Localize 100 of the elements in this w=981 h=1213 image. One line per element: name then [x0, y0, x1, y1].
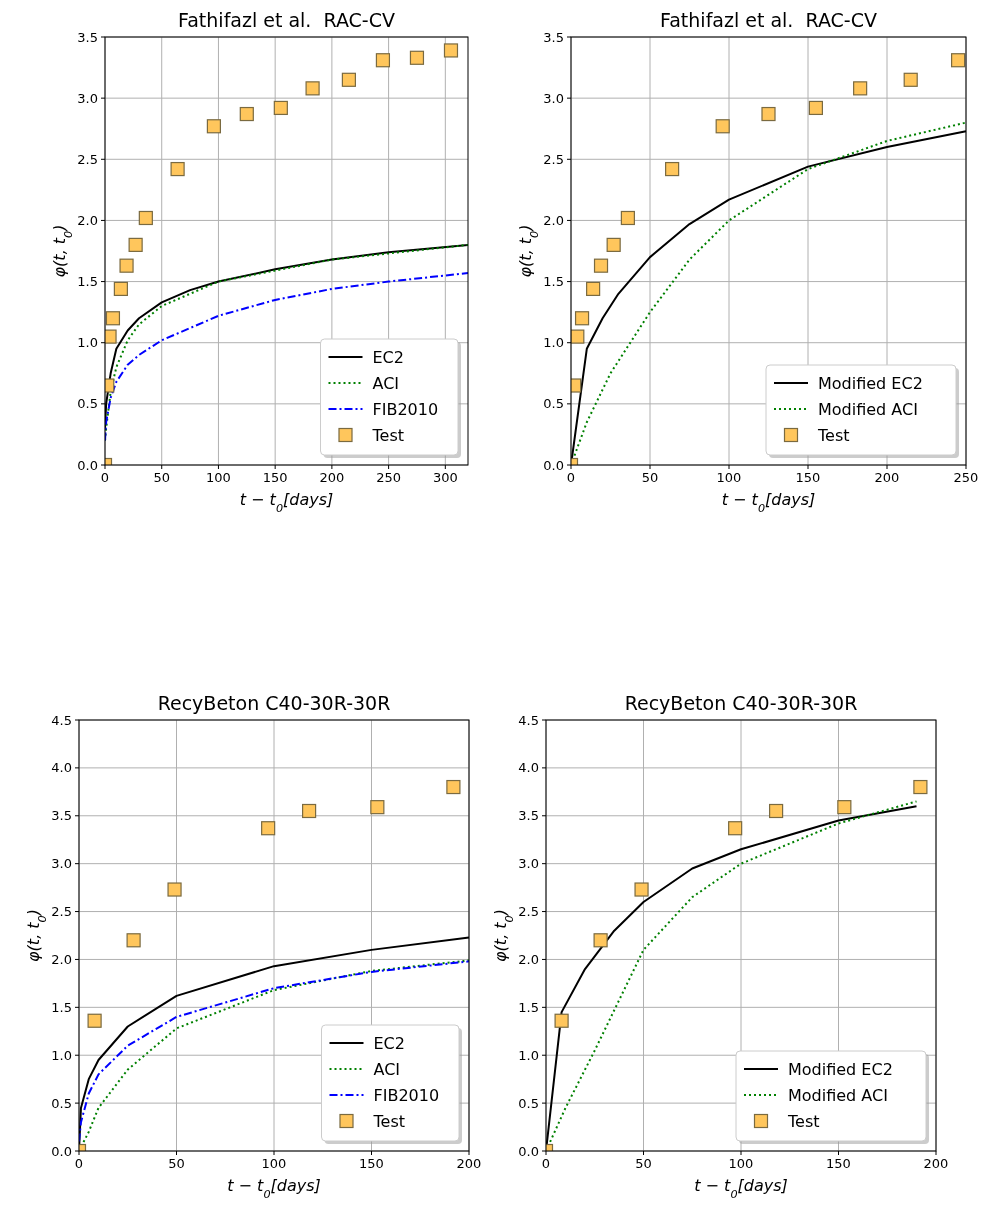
y-tick-label: 2.5 — [77, 151, 98, 167]
x-tick-label: 50 — [168, 1156, 185, 1171]
legend-label: Test — [817, 426, 850, 445]
point — [951, 53, 966, 68]
y-tick-label: 3.5 — [77, 29, 98, 45]
point — [769, 803, 784, 819]
point — [273, 100, 288, 116]
legend-label: Modified ACI — [818, 400, 918, 419]
x-tick-label: 100 — [261, 1156, 287, 1171]
point — [261, 821, 276, 836]
y-tick-label: 2.5 — [51, 904, 72, 920]
legend-label: ACI — [373, 1060, 401, 1079]
x-tick-label: 200 — [923, 1156, 949, 1171]
x-tick-label: 200 — [456, 1156, 482, 1171]
point — [446, 779, 461, 795]
y-tick-label: 4.0 — [51, 760, 72, 776]
x-axis-title: t − t$_{0}$[days] — [721, 490, 816, 515]
point — [409, 50, 425, 65]
y-tick-label: 1.0 — [51, 1047, 72, 1063]
x-tick-label: 150 — [262, 470, 288, 485]
x-axis-title: t − t$_{0}$[days] — [694, 1176, 788, 1201]
point — [853, 81, 868, 96]
point — [761, 106, 776, 122]
point — [239, 106, 254, 122]
y-tick-label: 2.5 — [518, 904, 539, 920]
y-tick-label: 1.0 — [518, 1047, 539, 1063]
y-tick-label: 0.0 — [77, 457, 98, 473]
legend-label: FIB2010 — [373, 1086, 440, 1105]
y-tick-label: 1.5 — [51, 999, 72, 1015]
x-tick-label: 200 — [319, 470, 345, 485]
x-tick-label: 50 — [641, 470, 659, 485]
y-tick-label: 1.5 — [77, 274, 98, 290]
y-tick-label: 3.0 — [77, 90, 98, 106]
legend-label: Modified EC2 — [818, 374, 923, 393]
point — [903, 72, 918, 87]
point — [837, 800, 852, 815]
x-tick-label: 50 — [635, 1156, 652, 1171]
legend-label: EC2 — [372, 348, 404, 367]
y-tick-label: 3.0 — [518, 856, 539, 872]
y-tick-label: 0.5 — [51, 1095, 72, 1111]
y-tick-label: 0.0 — [518, 1143, 539, 1159]
chart-title: RecyBeton C40-30R-30R — [157, 692, 391, 714]
x-tick-label: 0 — [566, 470, 576, 485]
legend-label: Test — [371, 426, 405, 445]
point — [554, 1013, 569, 1028]
point — [138, 210, 153, 226]
x-tick-label: 0 — [74, 1156, 84, 1171]
x-tick-label: 100 — [728, 1156, 754, 1171]
y-tick-label: 4.0 — [518, 760, 539, 776]
point — [206, 119, 221, 134]
y-tick-label: 1.5 — [543, 274, 564, 290]
chart-title: Fathifazl et al. RAC-CV — [178, 9, 395, 31]
point — [574, 311, 590, 326]
y-tick-label: 3.5 — [543, 29, 564, 45]
legend-label: ACI — [372, 374, 400, 393]
point — [119, 258, 134, 273]
point — [571, 329, 585, 344]
legend-label: Modified EC2 — [788, 1060, 893, 1079]
x-tick-label: 0 — [541, 1156, 551, 1171]
chart-title: RecyBeton C40-30R-30R — [624, 692, 858, 714]
x-axis-title: t − t$_{0}$[days] — [239, 490, 334, 515]
point — [715, 119, 730, 134]
y-tick-label: 1.0 — [543, 335, 564, 351]
point — [808, 100, 823, 116]
x-tick-label: 300 — [432, 470, 458, 485]
y-tick-label: 2.0 — [51, 951, 72, 967]
point — [105, 311, 121, 326]
x-tick-label: 100 — [716, 470, 742, 485]
x-tick-label: 250 — [376, 470, 402, 485]
point — [370, 800, 385, 815]
y-tick-label: 2.0 — [543, 212, 564, 228]
y-tick-label: 1.0 — [77, 335, 98, 351]
y-tick-label: 0.0 — [543, 457, 564, 473]
point — [375, 53, 391, 68]
x-axis-title: t − t$_{0}$[days] — [227, 1176, 321, 1201]
point — [128, 237, 143, 252]
legend-label: EC2 — [373, 1034, 405, 1053]
point — [665, 161, 680, 177]
y-tick-label: 0.5 — [77, 396, 98, 412]
x-tick-label: 200 — [874, 470, 900, 485]
x-tick-label: 150 — [826, 1156, 851, 1171]
legend-label: Modified ACI — [788, 1086, 888, 1105]
point — [87, 1013, 102, 1028]
y-tick-label: 3.0 — [51, 856, 72, 872]
point — [167, 882, 182, 897]
point — [341, 72, 356, 87]
y-tick-label: 3.0 — [543, 90, 564, 106]
y-tick-label: 1.5 — [518, 999, 539, 1015]
point — [113, 281, 128, 297]
point — [593, 933, 608, 948]
point — [586, 281, 601, 297]
chart-title: Fathifazl et al. RAC-CV — [660, 9, 877, 31]
x-tick-label: 0 — [100, 470, 110, 485]
point — [620, 210, 635, 226]
y-tick-label: 4.5 — [518, 712, 539, 728]
y-tick-label: 3.5 — [518, 808, 539, 824]
x-tick-label: 50 — [153, 470, 170, 485]
point — [634, 882, 649, 897]
x-tick-label: 150 — [795, 470, 821, 485]
x-tick-label: 150 — [359, 1156, 384, 1171]
